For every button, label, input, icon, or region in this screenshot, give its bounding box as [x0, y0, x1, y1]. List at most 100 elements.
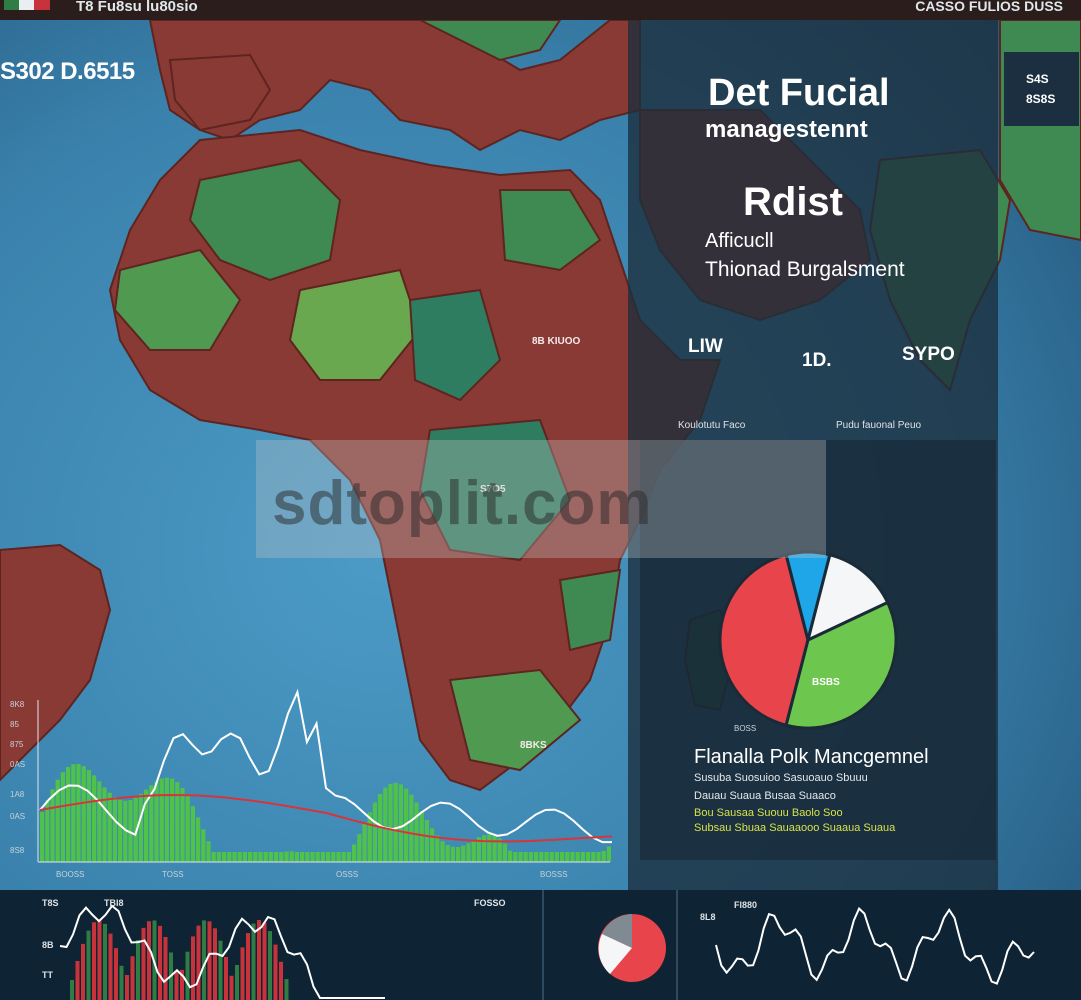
left-chart-bar: [513, 852, 518, 862]
left-chart-bar: [81, 766, 86, 862]
left-chart-bar: [175, 782, 180, 862]
bottom-chart-bar: [108, 933, 113, 1000]
left-chart-bar: [435, 835, 440, 862]
left-chart-bar: [539, 852, 544, 862]
left-chart-bar: [300, 852, 305, 862]
bottom-chart-bar: [75, 961, 80, 1000]
left-x-label-3: OSSS: [336, 870, 359, 879]
left-chart-bar: [476, 837, 481, 862]
pie-tiny-label: BOSS: [734, 724, 757, 733]
left-y-label-6: 0AS: [10, 812, 26, 821]
left-chart-bar: [274, 852, 279, 862]
left-chart-bar: [466, 843, 471, 862]
bottom-chart-bar: [103, 923, 107, 1000]
left-chart-bar: [508, 850, 513, 862]
left-chart-bar: [461, 845, 466, 862]
left-chart-bar: [362, 823, 367, 862]
left-chart-bar: [263, 852, 268, 862]
panel-heading: Det Fucial: [708, 72, 890, 114]
left-chart-bar: [71, 764, 76, 862]
bottom-label-6: Fl880: [734, 900, 758, 910]
left-chart-bar: [196, 817, 201, 862]
left-chart-bar: [315, 852, 320, 862]
region-green-nw: [188, 158, 342, 282]
left-chart-bar: [357, 834, 362, 862]
left-chart-bar: [310, 852, 315, 862]
left-chart-bar: [388, 783, 393, 862]
left-chart-bar: [591, 852, 596, 862]
left-chart-bar: [216, 852, 221, 862]
left-chart-bar: [227, 852, 232, 862]
footer-line-1: Susuba Suosuioo Sasuoauo Sbuuu: [694, 772, 868, 784]
left-chart-bar: [206, 841, 211, 862]
left-chart-bar: [414, 802, 419, 862]
left-chart-bar: [549, 852, 554, 862]
footer-line-2: Dauau Suaua Busaa Suaaco: [694, 790, 836, 802]
left-chart-bar: [66, 766, 71, 862]
left-chart-bar: [565, 852, 570, 862]
left-y-label-5: 1A8: [10, 790, 25, 799]
footer-title: Flanalla Polk Mancgemnel: [694, 746, 929, 768]
left-chart-bar: [222, 852, 227, 862]
bottom-chart-bar: [213, 928, 217, 1000]
bottom-chart-bar: [268, 931, 272, 1000]
left-trend-chart: [37, 688, 613, 863]
pie-slice-red: [718, 552, 810, 728]
bottom-chart-bar: [163, 937, 168, 1000]
left-chart-bar: [50, 789, 55, 862]
left-chart-bar: [409, 794, 414, 862]
watermark-text: sdtoplit.com: [272, 469, 653, 538]
bottom-mini-pie: [598, 914, 666, 982]
left-chart-bar: [55, 779, 60, 862]
bottom-chart-bar: [86, 930, 91, 1000]
left-chart-bar: [170, 778, 175, 862]
left-chart-bar: [102, 787, 107, 862]
left-chart-bar: [372, 802, 377, 862]
left-chart-bar: [237, 852, 242, 862]
left-chart-bar: [123, 800, 128, 862]
left-chart-bar: [92, 775, 97, 862]
map-label-west-africa: S7O5: [480, 484, 506, 495]
bottom-chart-bar: [130, 956, 135, 1000]
left-chart-bar: [138, 794, 143, 862]
bottom-chart-bar: [229, 975, 234, 1000]
left-chart-bar: [430, 828, 435, 862]
left-chart-bar: [149, 785, 154, 862]
bottom-chart-bar: [81, 943, 85, 1000]
bottom-chart-bar: [273, 944, 278, 1000]
bottom-chart-bar: [180, 969, 184, 1000]
left-chart-bar: [294, 852, 299, 862]
left-chart-bar: [154, 781, 159, 862]
left-chart-bar: [190, 806, 195, 862]
bottom-chart-bar: [279, 961, 283, 1000]
stat-3: SYPO: [902, 344, 955, 365]
left-chart-bar: [367, 812, 372, 862]
left-chart-bar: [289, 851, 294, 862]
pie-chart: [718, 550, 898, 730]
bottom-chart-bar: [119, 965, 124, 1000]
bottom-chart-bar: [240, 947, 245, 1000]
top-bar-right-text: CASSO FULIOS DUSS: [915, 0, 1063, 14]
left-chart-bar: [159, 778, 164, 862]
left-chart-bar: [86, 770, 91, 862]
bottom-separator-1: [542, 890, 544, 1000]
stat-note-2: Pudu fauonal Peuo: [836, 420, 922, 431]
left-chart-bar: [502, 843, 507, 862]
left-chart-bar: [560, 852, 565, 862]
left-chart-bar: [398, 784, 403, 862]
left-chart-bar: [253, 852, 258, 862]
bottom-label-7: FOSSO: [474, 898, 506, 908]
region-green-teal: [408, 288, 502, 402]
left-chart-bar: [497, 838, 502, 862]
left-chart-bar: [331, 852, 336, 862]
left-chart-bar: [487, 834, 492, 862]
pie-slice-white: [805, 552, 890, 643]
bottom-chart-bar: [158, 925, 162, 1000]
left-chart-bar: [534, 852, 539, 862]
left-chart-bar: [112, 797, 117, 862]
bottom-separator-2: [676, 890, 678, 1000]
flag-icon: [4, 0, 50, 10]
europe-landmass: [148, 19, 641, 152]
left-chart-bar: [60, 772, 65, 862]
left-chart-bar: [596, 852, 601, 862]
